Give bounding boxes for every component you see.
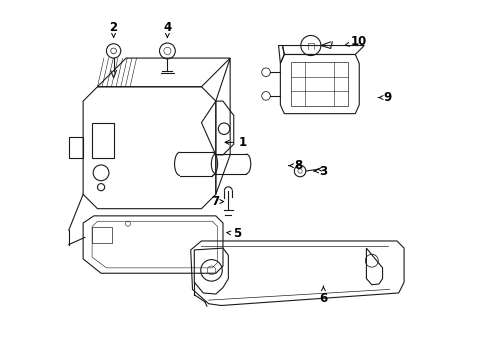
Text: 6: 6 [319,286,327,305]
Text: 1: 1 [224,136,246,149]
Text: 10: 10 [345,35,366,49]
Text: 8: 8 [288,159,302,172]
Text: 3: 3 [313,165,327,177]
Text: 4: 4 [163,21,171,37]
Text: 2: 2 [109,21,118,37]
Text: 9: 9 [378,91,391,104]
Text: 5: 5 [226,227,241,240]
Text: 7: 7 [211,195,223,208]
